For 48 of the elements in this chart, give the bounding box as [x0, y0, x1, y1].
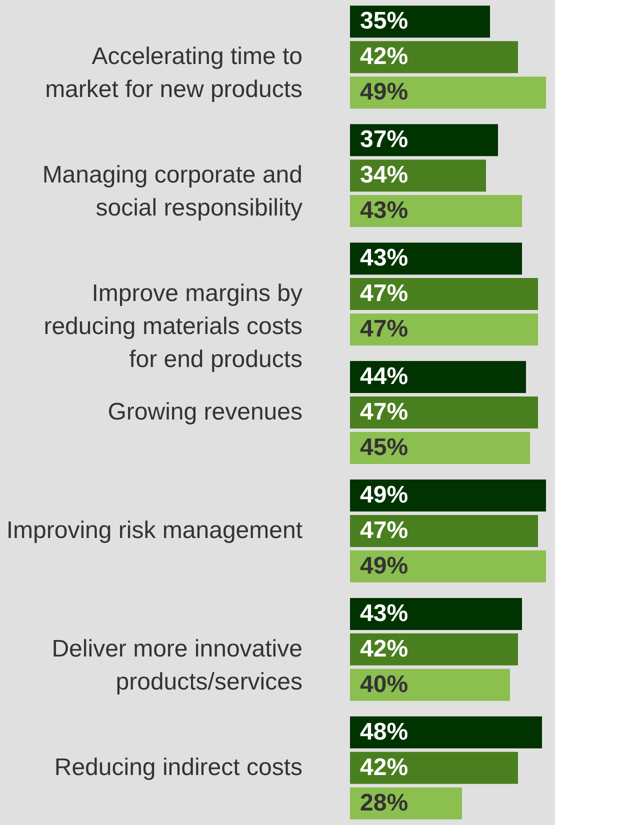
data-label: 42% [360, 635, 408, 662]
bar [350, 76, 546, 109]
bar [350, 480, 546, 512]
data-label: 40% [360, 670, 408, 698]
data-label: 45% [360, 434, 408, 461]
y-tick-label: Improving risk management [6, 516, 303, 544]
data-label: 43% [360, 244, 408, 272]
bar [350, 361, 526, 394]
bar [350, 752, 518, 784]
y-tick-label: Reducing indirect costs [54, 754, 302, 781]
data-label: 42% [360, 43, 408, 70]
y-tick-label: Accelerating time to market for new products [45, 43, 302, 104]
y-tick-label: Deliver more innovative products/services [52, 635, 302, 696]
bar [350, 514, 538, 547]
bar [350, 41, 518, 74]
data-label: 49% [360, 482, 408, 508]
data-label: 37% [360, 126, 408, 154]
bar [350, 432, 530, 464]
bar [350, 633, 518, 666]
data-label: 42% [360, 754, 408, 781]
data-label: 47% [360, 316, 408, 342]
data-label: 44% [360, 363, 408, 390]
bar [350, 195, 522, 228]
bar [350, 6, 490, 38]
y-tick-label: Improve margins by reducing materials costs for end products [44, 280, 302, 374]
data-label: 43% [360, 600, 408, 627]
bar [350, 550, 546, 582]
bar [350, 668, 510, 701]
bar [350, 124, 498, 156]
data-label: 47% [360, 398, 408, 426]
data-label: 49% [360, 78, 408, 106]
data-label: 43% [360, 197, 408, 224]
data-label: 47% [360, 280, 408, 308]
bar [350, 396, 538, 428]
data-label: 35% [360, 8, 408, 35]
data-label: 34% [360, 162, 408, 189]
bar [350, 716, 542, 748]
data-label: 48% [360, 718, 408, 746]
bar [350, 160, 486, 192]
bar [350, 278, 538, 310]
bar [350, 242, 522, 275]
data-label: 49% [360, 552, 408, 580]
data-label: 47% [360, 516, 408, 544]
y-tick-label: Growing revenues [108, 398, 302, 426]
data-label: 28% [360, 789, 408, 816]
bar [350, 598, 522, 630]
bar [350, 314, 538, 346]
y-tick-label: Managing corporate and social responsibility [42, 162, 302, 222]
